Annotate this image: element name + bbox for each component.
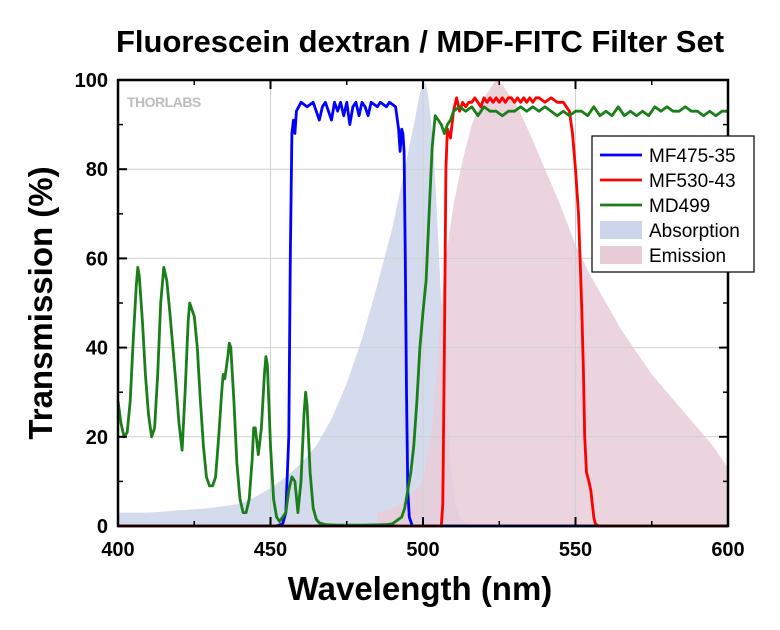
y-tick-label: 60	[86, 248, 108, 270]
thorlabs-logo: THORLABS	[127, 94, 201, 110]
x-axis-label: Wavelength (nm)	[288, 570, 553, 607]
y-tick-label: 40	[86, 338, 108, 360]
area-absorption	[118, 80, 472, 526]
series-line-mf475-35	[118, 100, 728, 528]
axes	[116, 78, 730, 528]
legend: MF475-35 MF530-43 MD499 Absorption Emission	[591, 135, 755, 273]
y-tick-label: 80	[86, 159, 108, 181]
legend-label: MD499	[649, 196, 710, 217]
x-tick-label: 450	[254, 539, 287, 561]
legend-label: MF475-35	[649, 146, 736, 167]
y-tick-label: 0	[97, 516, 108, 538]
legend-label: MF530-43	[649, 171, 736, 192]
series-line-md499	[116, 105, 728, 527]
legend-label: Absorption	[649, 221, 740, 242]
x-tick-label: 600	[711, 539, 744, 561]
legend-swatch	[600, 246, 642, 264]
x-tick-label: 550	[559, 539, 592, 561]
legend-swatch	[600, 221, 642, 239]
y-tick-label: 20	[86, 427, 108, 449]
area-layer	[118, 80, 728, 526]
tick-labels: 400 450 500 550 600 0 20 40 60 80 100	[75, 70, 745, 561]
y-tick-label: 100	[75, 70, 108, 92]
chart-title: Fluorescein dextran / MDF-FITC Filter Se…	[116, 24, 724, 59]
area-emission	[377, 80, 728, 526]
series-line-mf530-43	[118, 96, 728, 528]
line-layer	[116, 96, 728, 528]
x-tick-label: 400	[101, 539, 134, 561]
legend-label: Emission	[649, 246, 726, 267]
x-tick-label: 500	[406, 539, 439, 561]
y-axis-label: Transmission (%)	[22, 166, 59, 439]
